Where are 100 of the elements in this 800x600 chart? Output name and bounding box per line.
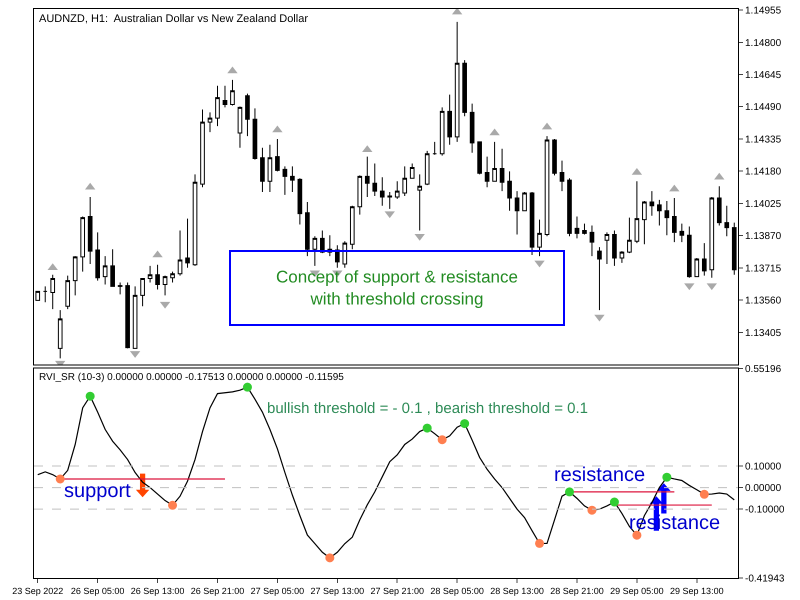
- candlestick: [514, 190, 520, 235]
- chart-title: RVI_SR (10-3) 0.00000 0.00000 -0.17513 0.00000 0.00000 -0.11595: [39, 372, 344, 383]
- point: [362, 145, 372, 152]
- candlestick: [560, 160, 564, 192]
- candlestick: [238, 106, 242, 148]
- chart-title: AUDNZD, H1: Australian Dollar vs New Zealand Dollar: [39, 13, 308, 25]
- candlestick: [650, 190, 654, 216]
- x-tick-label: 26 Sep 13:00: [130, 586, 184, 596]
- x-tick-label: 27 Sep 05:00: [250, 586, 304, 596]
- y-tick-label: -0.10000: [745, 504, 785, 516]
- candlestick: [590, 224, 594, 257]
- y-tick-label: 1.14645: [745, 70, 782, 82]
- candlestick: [567, 178, 572, 237]
- point: [325, 553, 334, 562]
- x-tick-label: 29 Sep 05:00: [610, 586, 664, 596]
- candlestick: [500, 148, 504, 192]
- y-tick-label: 1.13405: [745, 328, 782, 339]
- candlestick: [275, 138, 280, 172]
- candlestick: [702, 242, 707, 276]
- candlestick: [222, 85, 228, 108]
- point: [384, 211, 395, 218]
- candlestick: [305, 201, 310, 257]
- candlestick: [642, 200, 647, 245]
- candlestick: [192, 174, 198, 266]
- x-tick-label: 26 Sep 05:00: [70, 586, 124, 596]
- y-tick-label: 0.00000: [745, 483, 782, 494]
- point: [460, 419, 470, 428]
- candlestick: [716, 186, 722, 226]
- candlestick: [724, 205, 730, 237]
- candlestick: [410, 163, 415, 179]
- point: [242, 382, 252, 392]
- point: [422, 424, 432, 433]
- candlestick: [80, 216, 86, 272]
- candlestick: [627, 217, 632, 254]
- candlestick: [132, 286, 138, 349]
- point: [86, 392, 95, 401]
- x-tick-label: 23 Sep 2022: [12, 586, 64, 596]
- x-tick-label: 26 Sep 21:00: [190, 586, 244, 596]
- point: [587, 506, 596, 515]
- candlestick: [155, 264, 160, 290]
- y-tick-label: 1.14180: [745, 166, 782, 178]
- candlestick: [102, 256, 108, 286]
- candlestick: [432, 141, 438, 156]
- y-tick-label: 1.13870: [745, 231, 782, 242]
- candlestick: [148, 265, 152, 283]
- y-tick-label: 1.14490: [745, 102, 782, 114]
- point: [56, 474, 65, 484]
- candlestick: [58, 310, 63, 359]
- candlestick: [447, 94, 452, 146]
- y-tick-label: 1.13560: [745, 296, 782, 307]
- candlestick: [387, 192, 392, 210]
- point: [438, 435, 447, 444]
- candlestick: [245, 93, 250, 137]
- candlestick: [282, 166, 288, 196]
- candlestick: [88, 196, 93, 264]
- y-tick-label: 1.14800: [745, 38, 782, 49]
- candlestick: [394, 180, 400, 200]
- candlestick: [686, 226, 692, 278]
- candlestick: [530, 192, 534, 256]
- y-tick-label: 1.14025: [745, 198, 782, 210]
- candlestick: [537, 219, 542, 257]
- candlestick: [162, 275, 168, 296]
- y-tick-label: 0.10000: [745, 462, 782, 473]
- candlestick: [268, 144, 272, 193]
- candlestick: [95, 232, 100, 282]
- x-tick-label: 27 Sep 13:00: [310, 586, 364, 596]
- candlestick: [364, 156, 370, 198]
- candlestick: [42, 286, 48, 303]
- candlestick: [454, 21, 460, 142]
- candlestick: [357, 174, 362, 216]
- candlestick: [215, 85, 220, 127]
- candlestick: [620, 250, 624, 264]
- candlestick: [72, 256, 78, 296]
- y-tick-label: 0.55196: [745, 364, 782, 376]
- candlestick: [597, 246, 602, 311]
- candlestick: [672, 198, 677, 243]
- y-tick-label: -0.41943: [745, 574, 785, 584]
- candlestick: [200, 108, 205, 188]
- candlestick: [417, 174, 422, 231]
- point: [535, 538, 544, 548]
- candlestick: [679, 223, 684, 243]
- candlestick: [118, 282, 122, 295]
- y-tick-label: 1.14955: [745, 6, 782, 17]
- x-tick-label: 28 Sep 13:00: [490, 586, 544, 596]
- candlestick: [170, 271, 175, 283]
- candlestick: [440, 106, 445, 156]
- candlestick: [657, 199, 662, 226]
- candlestick: [664, 200, 670, 236]
- candlestick: [604, 232, 610, 264]
- candlestick: [350, 205, 355, 250]
- annotation: support: [64, 480, 132, 502]
- candlestick: [65, 275, 70, 310]
- candlestick: [178, 230, 182, 276]
- candlestick: [260, 147, 265, 193]
- point: [168, 500, 178, 510]
- candlestick: [477, 141, 482, 175]
- candlestick: [230, 79, 235, 106]
- candlestick: [298, 178, 302, 225]
- candlestick: [552, 138, 557, 176]
- candlestick: [492, 141, 497, 182]
